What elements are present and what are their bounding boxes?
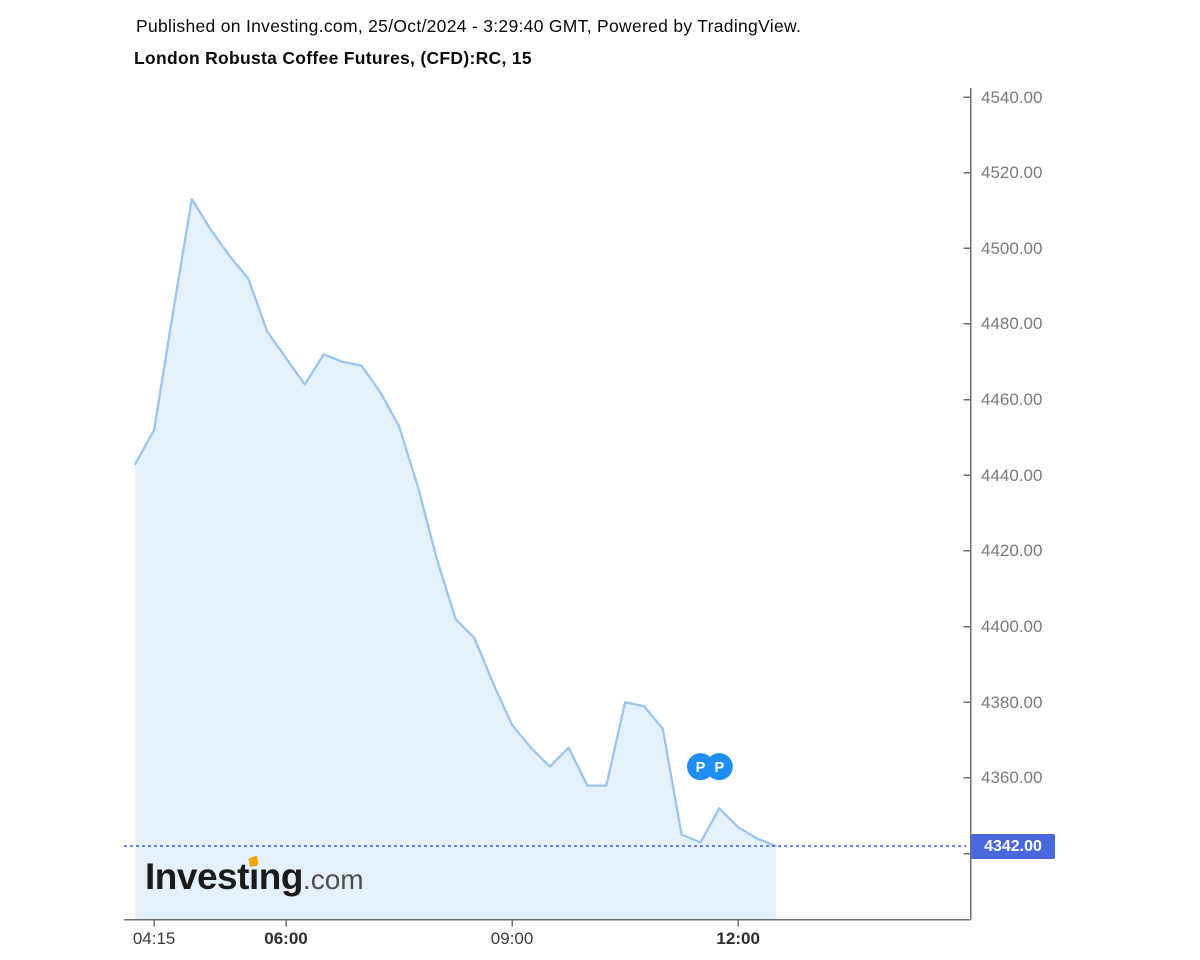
logo-accent-i: i (248, 856, 259, 897)
y-tick-label: 4400.00 (981, 617, 1043, 637)
investing-logo: Investing.com (145, 856, 364, 898)
y-tick-label: 4420.00 (981, 541, 1043, 561)
y-tick-label: 4500.00 (981, 238, 1043, 258)
p-marker-label: P (714, 760, 724, 776)
p-marker-icon[interactable] (705, 753, 733, 781)
y-tick-label: 4460.00 (981, 390, 1043, 410)
y-tick-label: 4520.00 (981, 163, 1043, 183)
logo-text-end: ng (258, 856, 304, 897)
x-tick-label: 06:00 (264, 929, 308, 948)
chart-title: London Robusta Coffee Futures, (CFD):RC,… (134, 48, 532, 68)
logo-tld: .com (302, 864, 364, 895)
x-tick-label: 04:15 (132, 929, 176, 948)
y-tick-label: 4480.00 (981, 314, 1043, 334)
y-tick-label: 4360.00 (981, 768, 1043, 788)
x-tick-label: 12:00 (716, 929, 760, 948)
x-tick-label: 09:00 (490, 929, 534, 948)
p-marker-icon[interactable] (686, 753, 714, 781)
area-fill (135, 199, 776, 920)
price-line (134, 197, 777, 848)
logo-text-start: Invest (145, 856, 249, 897)
y-tick-label: 4380.00 (981, 692, 1043, 712)
y-tick-label: 4540.00 (981, 87, 1043, 107)
last-price-badge: 4342.00 (971, 833, 1055, 859)
y-tick-label: 4440.00 (981, 465, 1043, 485)
p-marker-label: P (696, 760, 706, 776)
published-caption: Published on Investing.com, 25/Oct/2024 … (136, 16, 802, 36)
